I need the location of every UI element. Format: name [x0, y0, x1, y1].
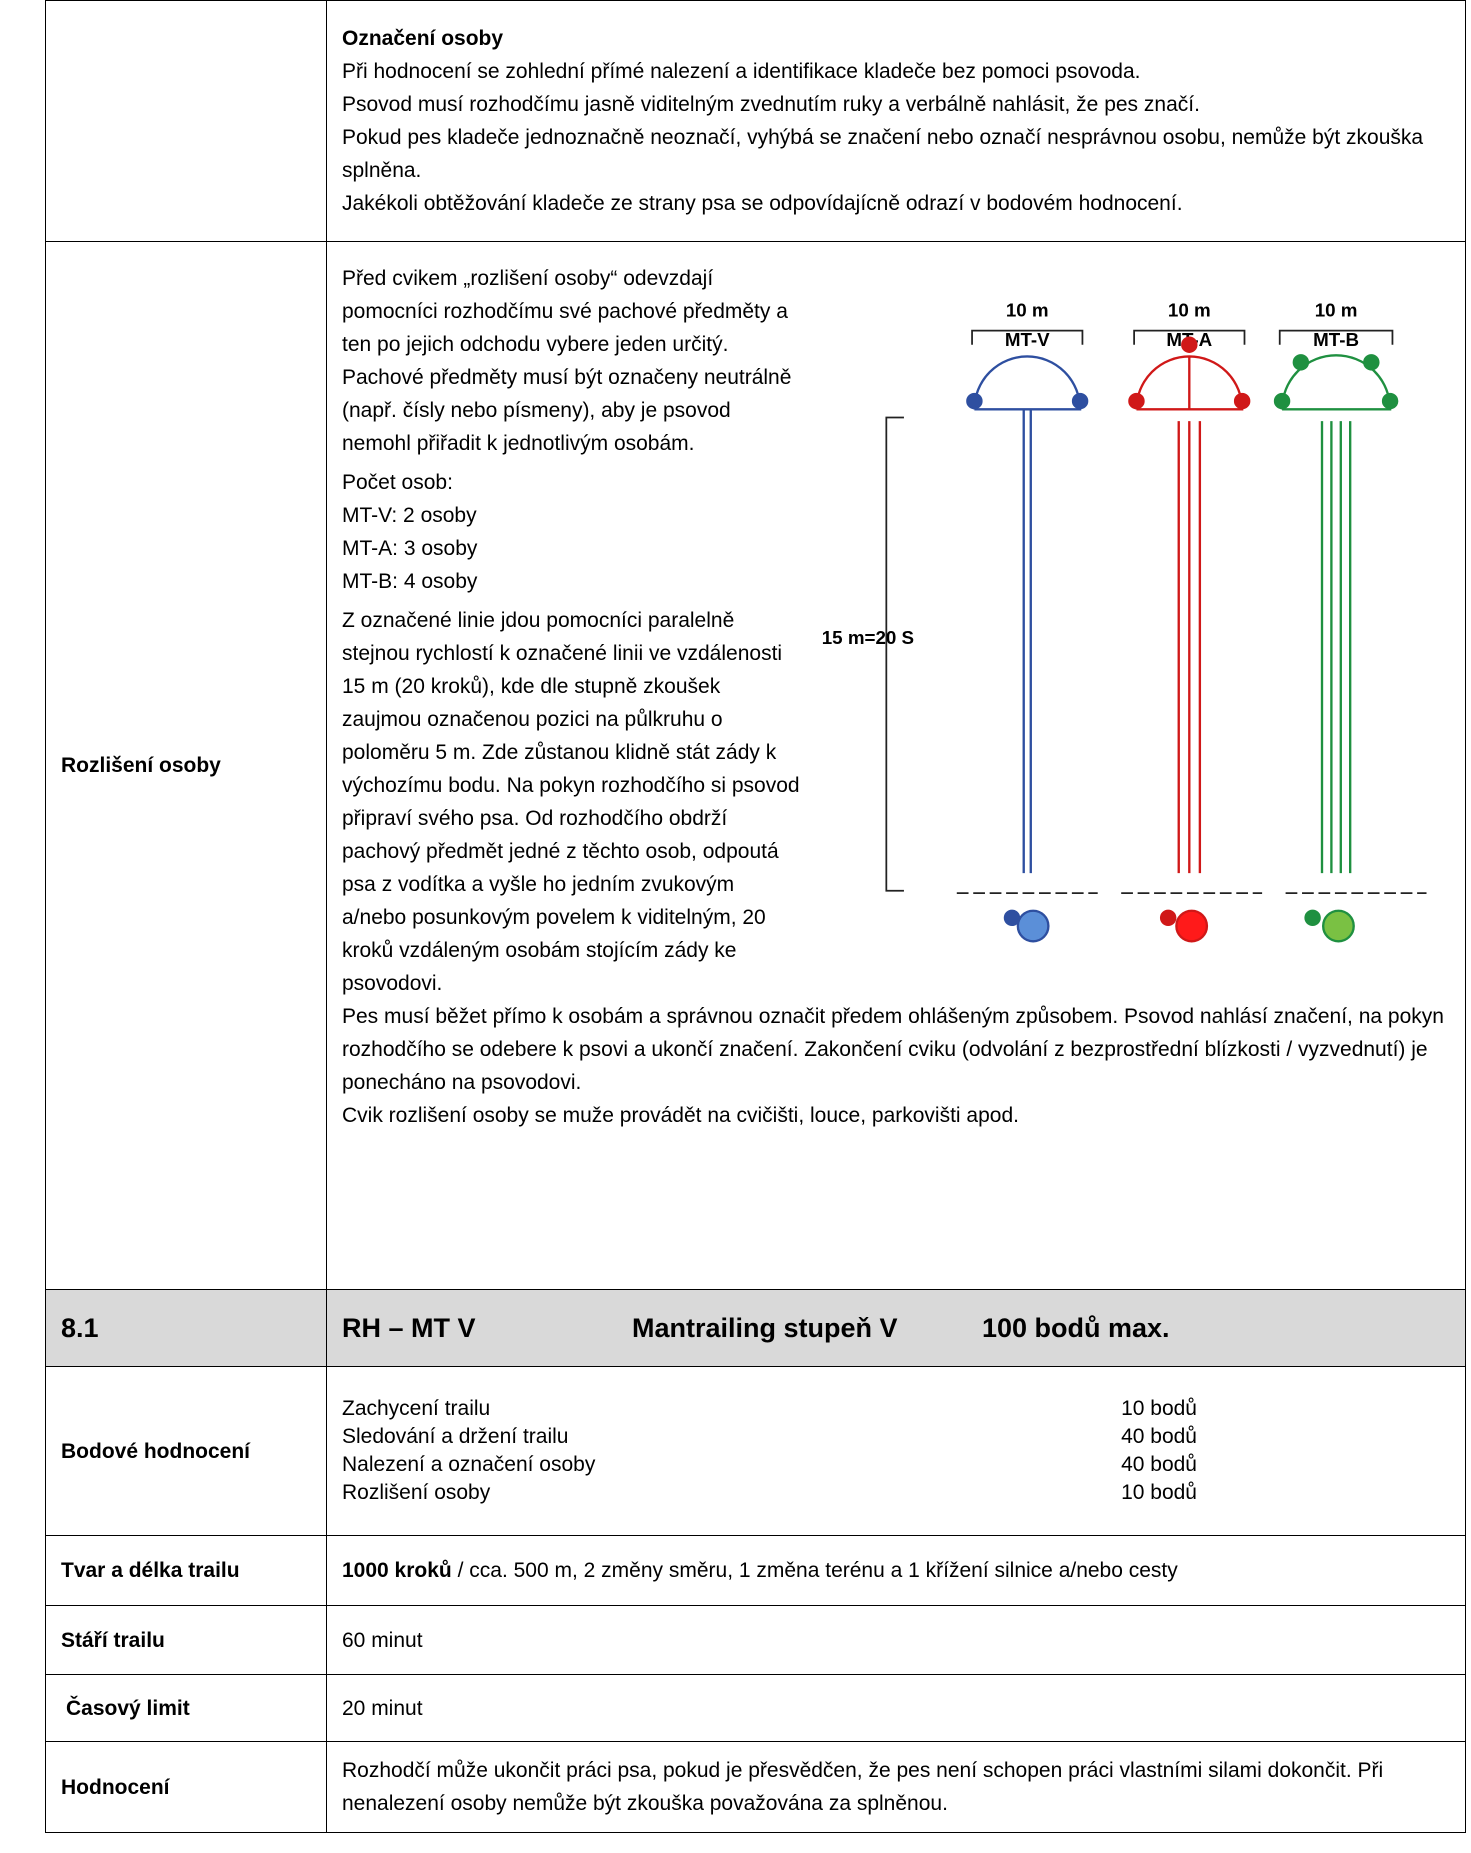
label: Časový limit	[45, 1674, 327, 1742]
item: Zachycení trailu	[342, 1397, 491, 1420]
text: Z označené linie jdou pomocníci paraleln…	[342, 609, 800, 995]
item-points: 10 bodů	[1121, 1397, 1197, 1420]
text: Psovod musí rozhodčímu jasně viditelným …	[342, 93, 1200, 116]
label: Stáří trailu	[45, 1605, 327, 1675]
text: Cvik rozlišení osoby se muže provádět na…	[342, 1104, 1019, 1127]
item: Rozlišení osoby	[342, 1481, 491, 1504]
code: RH – MT V	[342, 1312, 476, 1343]
value: 60 minut	[326, 1605, 1466, 1675]
value: Rozhodčí může ukončit práci psa, pokud j…	[326, 1741, 1466, 1833]
text: Pes musí běžet přímo k osobám a správnou…	[342, 1005, 1444, 1094]
label: Hodnocení	[45, 1741, 327, 1833]
scoring-cell: Zachycení trailu 10 bodů Sledování a drže…	[326, 1366, 1466, 1536]
scale-label: 15 m=20 S	[822, 627, 914, 648]
text: Pokud pes kladeče jednoznačně neoznačí, …	[342, 126, 1424, 182]
level-label: MT-B	[1313, 329, 1359, 350]
item-points: 40 bodů	[1121, 1453, 1197, 1476]
item-points: 40 bodů	[1121, 1425, 1197, 1448]
cell: 1000 kroků / cca. 500 m, 2 změny směru, …	[326, 1535, 1466, 1606]
title: Označení osoby	[342, 27, 504, 50]
text: Při hodnocení se zohlední přímé nalezení…	[342, 60, 1141, 83]
item-points: 10 bodů	[1121, 1481, 1197, 1504]
discrimination-cell: 10 m 10 m 10 m MT-V MT-A MT-B 15 m=20 S …	[326, 241, 1466, 1290]
cell	[45, 0, 327, 242]
label: Tvar a délka trailu	[45, 1535, 327, 1606]
text: / cca. 500 m, 2 změny směru, 1 změna ter…	[457, 1559, 1178, 1582]
text: MT-A: 3 osoby	[342, 537, 478, 560]
width-label: 10 m	[1006, 300, 1049, 321]
text: Jakékoli obtěžování kladeče ze strany ps…	[342, 192, 1183, 215]
item: Sledování a držení trailu	[342, 1425, 569, 1448]
marking-cell: Označení osoby Při hodnocení se zohlední…	[326, 0, 1466, 242]
item: Nalezení a označení osoby	[342, 1453, 596, 1476]
points: 100 bodů max.	[982, 1312, 1170, 1343]
section-number: 8.1	[45, 1289, 327, 1367]
bold: 1000 kroků	[342, 1559, 452, 1582]
text: MT-V: 2 osoby	[342, 504, 477, 527]
label: Bodové hodnocení	[45, 1366, 327, 1536]
text: Před cvikem „rozlišení osoby“ odevzdají …	[342, 267, 792, 455]
value: 20 minut	[326, 1674, 1466, 1742]
rules-table: Označení osoby Při hodnocení se zohlední…	[45, 0, 1466, 1833]
text: Počet osob:	[342, 471, 453, 494]
width-label: 10 m	[1168, 300, 1211, 321]
width-label: 10 m	[1315, 300, 1358, 321]
diagram: 10 m 10 m 10 m MT-V MT-A MT-B 15 m=20 S	[822, 300, 1427, 943]
text: MT-B: 4 osoby	[342, 570, 478, 593]
section-title: RH – MT V Mantrailing stupeň V 100 bodů ma…	[326, 1289, 1466, 1367]
name: Mantrailing stupeň V	[632, 1312, 898, 1343]
label: Rozlišení osoby	[45, 241, 327, 1290]
level-label: MT-V	[1005, 329, 1050, 350]
